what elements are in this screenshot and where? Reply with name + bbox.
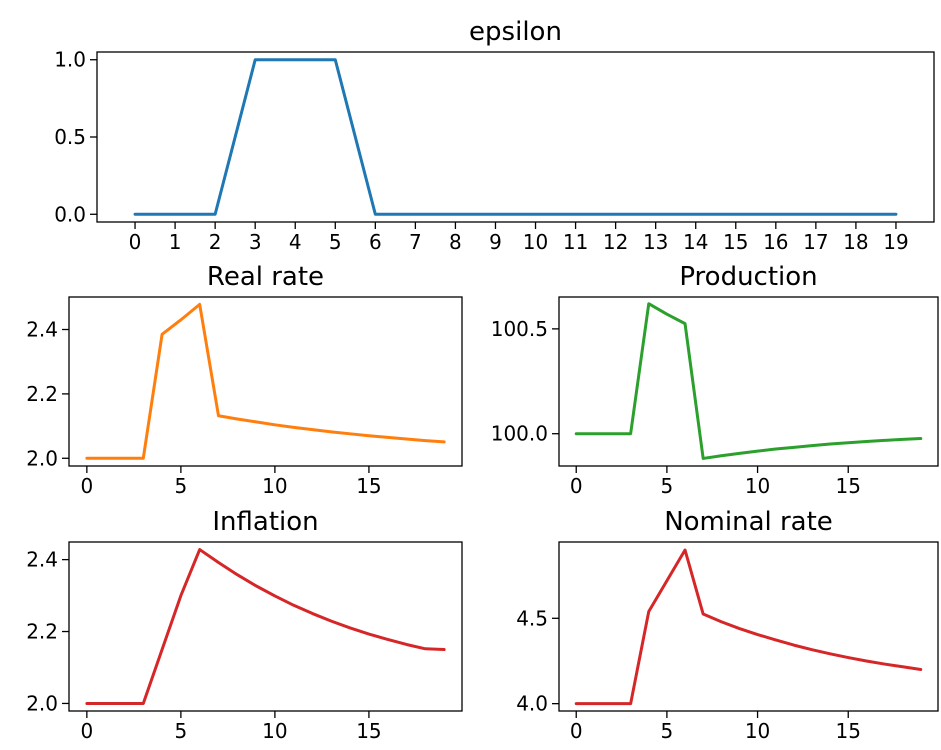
epsilon-xtick-label: 6 [369,230,382,254]
real-rate-ytick-label: 2.0 [26,446,58,470]
inflation-ytick-label: 2.2 [26,620,58,644]
epsilon-xtick-label: 2 [209,230,222,254]
epsilon-ytick-label: 1.0 [54,48,86,72]
production-xtick-label: 0 [570,474,583,498]
epsilon-xtick-label: 15 [723,230,748,254]
epsilon-xtick-label: 4 [289,230,302,254]
inflation-ytick-label: 2.0 [26,691,58,715]
inflation-title: Inflation [212,507,318,537]
real-rate-xtick-label: 15 [356,474,381,498]
nominal-rate-xtick-label: 0 [570,719,583,743]
nominal-rate-panel: 0 5 10 15 4.0 4.5 Nominal rate [516,507,939,743]
epsilon-panel: 0 1 2 3 4 5 6 7 8 9 10 11 12 13 14 15 16 17 18 190.00.51.0e… [54,17,935,254]
production-xtick-label: 15 [836,474,861,498]
epsilon-series-line [133,58,898,216]
epsilon-xtick-label: 5 [329,230,342,254]
real-rate-ytick-label: 2.2 [26,382,58,406]
epsilon-xtick-label: 9 [489,230,502,254]
inflation-xtick-label: 15 [356,719,381,743]
inflation-xtick-label: 10 [262,719,287,743]
production-title: Production [679,262,817,292]
nominal-rate-ytick-label: 4.5 [516,606,548,630]
inflation-series-line [85,548,446,705]
epsilon-xtick-label: 0 [129,230,142,254]
real-rate-ytick-label: 2.4 [26,318,58,342]
epsilon-xtick-label: 1 [169,230,182,254]
production-ytick-label: 100.0 [491,422,548,446]
real-rate-title: Real rate [207,262,324,292]
epsilon-xtick-label: 17 [803,230,828,254]
real-rate-axes-frame [68,296,463,467]
epsilon-title: epsilon [469,17,562,47]
epsilon-xtick-label: 14 [683,230,708,254]
nominal-rate-title: Nominal rate [664,507,833,537]
epsilon-xtick-label: 7 [409,230,422,254]
production-series-line [574,302,923,460]
production-xtick-label: 5 [661,474,674,498]
epsilon-xtick-label: 10 [523,230,548,254]
epsilon-xtick-label: 8 [449,230,462,254]
nominal-rate-xtick-label: 10 [745,719,770,743]
nominal-rate-series-line [574,548,923,706]
nominal-rate-xtick-label: 5 [661,719,674,743]
inflation-xtick-label: 0 [80,719,93,743]
nominal-rate-axes-frame [558,541,939,712]
inflation-panel: 0 5 10 15 2.0 2.2 2.4 Inflation [26,507,463,743]
epsilon-ytick-label: 0.0 [54,202,86,226]
real-rate-series-line [85,302,446,460]
production-ytick-label: 100.5 [491,317,548,341]
epsilon-xtick-label: 13 [643,230,668,254]
nominal-rate-ytick-label: 4.0 [516,692,548,716]
nominal-rate-xtick-label: 15 [836,719,861,743]
epsilon-xtick-label: 11 [563,230,588,254]
inflation-xtick-label: 5 [175,719,188,743]
epsilon-xtick-label: 18 [843,230,868,254]
epsilon-xtick-label: 16 [763,230,788,254]
epsilon-xtick-label: 19 [883,230,908,254]
real-rate-panel: 0 5 10 15 2.0 2.2 2.4 Real rate [26,262,463,498]
real-rate-xtick-label: 10 [262,474,287,498]
real-rate-xtick-label: 5 [175,474,188,498]
production-xtick-label: 10 [745,474,770,498]
production-axes-frame [558,296,939,467]
epsilon-ytick-label: 0.5 [54,125,86,149]
epsilon-xtick-label: 12 [603,230,628,254]
inflation-axes-frame [68,541,463,712]
inflation-ytick-label: 2.4 [26,548,58,572]
epsilon-axes-frame [96,51,935,223]
real-rate-xtick-label: 0 [80,474,93,498]
production-panel: 0 5 10 15 100.0 100.5 Production [491,262,939,498]
epsilon-xtick-label: 3 [249,230,262,254]
